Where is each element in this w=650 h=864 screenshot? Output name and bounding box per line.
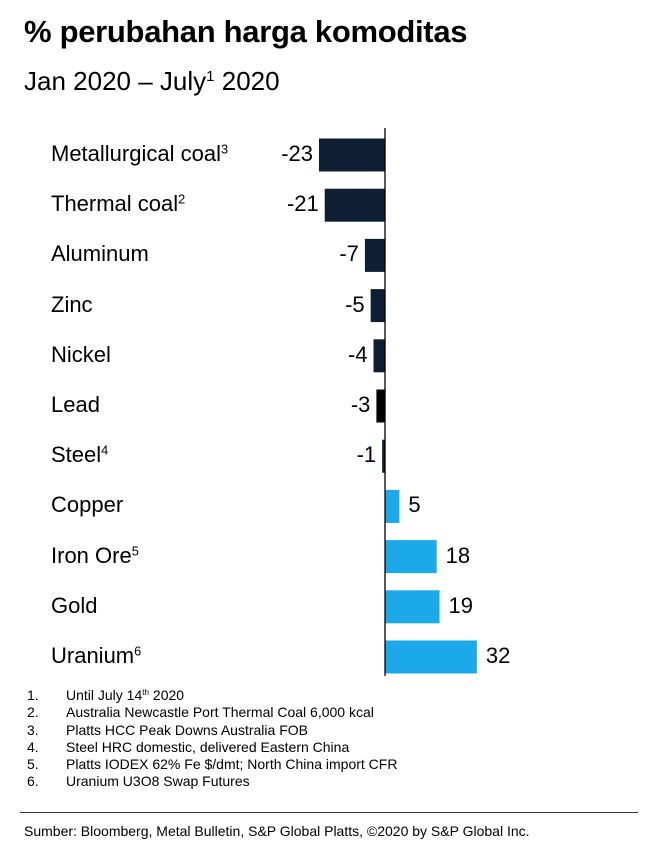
footnote-number: 4.	[27, 738, 39, 755]
value-label: 32	[485, 643, 511, 668]
value-label: 19	[448, 592, 473, 618]
divider	[20, 812, 638, 813]
category-text: Gold	[51, 592, 98, 618]
category-text: Iron Ore	[51, 542, 132, 568]
category-text: Aluminum	[51, 241, 149, 267]
footnote: 3. Platts HCC Peak Downs Australia FOB	[27, 722, 397, 739]
footnote-sup: th	[142, 688, 150, 698]
value-label: 5	[408, 492, 421, 518]
category-text: Copper	[51, 492, 124, 518]
category-text: Uranium	[51, 643, 135, 668]
footnote-number: 5.	[27, 756, 39, 773]
footnote: 6. Uranium U3O8 Swap Futures	[27, 773, 397, 790]
footnote-number: 1.	[27, 687, 39, 703]
category-label: Lead	[51, 392, 100, 418]
footnote-mark: 5	[131, 542, 139, 558]
category-label: Copper	[51, 492, 123, 518]
category-label: Aluminum	[51, 241, 149, 267]
value-label: -3	[350, 392, 371, 417]
footnote-number: 2.	[27, 704, 39, 721]
value-label: -5	[345, 291, 365, 317]
source-text: Sumber: Bloomberg, Metal Bulletin, S&P G…	[24, 823, 530, 839]
value-label: -23	[281, 141, 313, 166]
bar-iron-ore	[385, 540, 437, 574]
bar-lead	[376, 389, 385, 423]
chart-subtitle: Jan 2020 – July1 2020	[24, 66, 280, 97]
category-label: Gold	[51, 593, 97, 619]
footnote-mark: 3	[220, 141, 229, 157]
bar-gold	[385, 590, 440, 624]
footnote-text: Platts HCC Peak Downs Australia FOB	[66, 721, 308, 738]
bar-steel	[382, 439, 385, 473]
category-text: Zinc	[51, 291, 93, 317]
subtitle-footnote-mark: 1	[206, 67, 215, 85]
category-label: Thermal coal2	[51, 191, 185, 217]
footnotes: 1. Until July 14th 2020 2. Australia Newcas…	[27, 687, 397, 791]
footnote: 2. Australia Newcastle Port Thermal Coal …	[27, 704, 397, 721]
footnote-text: Until July 14th 2020	[66, 687, 185, 703]
footnote-mark: 4	[101, 442, 109, 458]
category-text: Lead	[51, 392, 100, 417]
value-label: 18	[445, 542, 471, 568]
category-text: Thermal coal	[51, 191, 179, 217]
value-label: -4	[347, 341, 368, 367]
footnote: 4. Steel HRC domestic, delivered Eastern …	[27, 739, 397, 756]
bar-metallurgical-coal	[318, 138, 385, 172]
footnote: 5. Platts IODEX 62% Fe $/dmt; North China…	[27, 756, 397, 773]
bar-copper	[385, 489, 400, 523]
value-label: -21	[286, 191, 319, 217]
category-text: Steel	[51, 442, 102, 468]
category-label: Zinc	[51, 292, 93, 318]
footnote-text: Steel HRC domestic, delivered Eastern Ch…	[66, 738, 350, 755]
footnote-text: Uranium U3O8 Swap Futures	[66, 773, 250, 790]
value-label: -7	[339, 241, 359, 267]
footnote-number: 6.	[27, 773, 39, 790]
footnote: 1. Until July 14th 2020	[27, 687, 397, 704]
category-label: Iron Ore5	[51, 543, 139, 569]
footnote-text: Platts IODEX 62% Fe $/dmt; North China i…	[66, 756, 398, 773]
bar-nickel	[373, 339, 385, 373]
category-text: Nickel	[51, 341, 111, 367]
bar-aluminum	[364, 238, 385, 272]
footnote-mark: 2	[178, 191, 186, 207]
bar-zinc	[370, 289, 385, 323]
footnote-text: Australia Newcastle Port Thermal Coal 6,…	[66, 704, 374, 721]
subtitle-text: Jan 2020 – July	[24, 66, 207, 96]
chart-title: % perubahan harga komoditas	[24, 14, 468, 49]
category-label: Nickel	[51, 342, 111, 368]
category-label: Metallurgical coal3	[51, 141, 228, 167]
footnote-mark: 6	[134, 643, 142, 659]
bar-thermal-coal	[324, 188, 385, 222]
subtitle-end: 2020	[214, 66, 280, 96]
category-label: Steel4	[51, 442, 108, 468]
value-label: -1	[356, 442, 377, 468]
bar-uranium	[385, 640, 477, 674]
category-label: Uranium6	[51, 643, 141, 669]
footnote-number: 3.	[27, 721, 39, 738]
category-text: Metallurgical coal	[51, 141, 221, 166]
